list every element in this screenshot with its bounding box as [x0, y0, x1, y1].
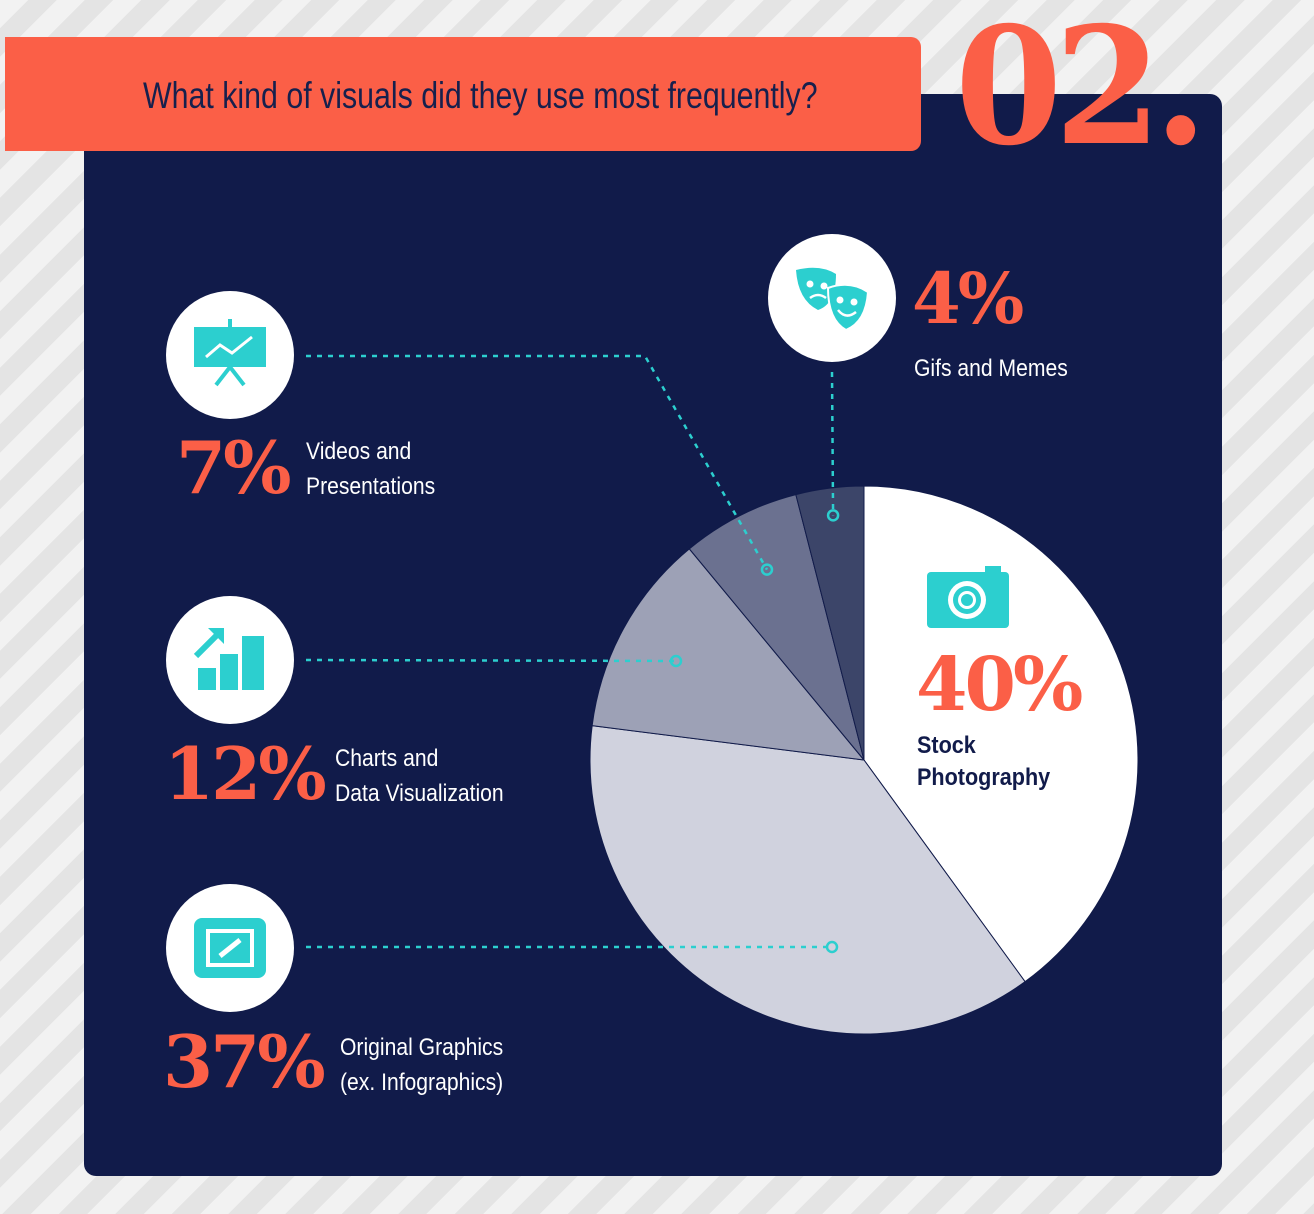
- pct-videos-presentations: 7%: [176, 425, 292, 510]
- label-line: Gifs and Memes: [914, 355, 1068, 382]
- question-banner: What kind of visuals did they use most f…: [5, 37, 921, 151]
- label-original-graphics: Original Graphics (ex. Infographics): [340, 1030, 503, 1100]
- leader-anchor-dot: [825, 940, 839, 954]
- label-line: Original Graphics: [340, 1034, 504, 1061]
- leader-line: [305, 658, 677, 663]
- label-line: (ex. Infographics): [340, 1069, 504, 1096]
- camera-icon: [927, 566, 1009, 628]
- pie-slice-original-graphics-ex-infographics: [589, 725, 1026, 1035]
- pct-charts-dataviz: 12%: [164, 731, 327, 816]
- icon-circles: [166, 234, 1009, 1012]
- presentation-board-icon: [166, 291, 294, 419]
- label-line: Presentations: [306, 473, 436, 500]
- pie-slice-videos-and-presentations: [688, 493, 865, 761]
- pct-original-graphics: 37%: [163, 1019, 326, 1104]
- leader-anchor-dot: [760, 563, 774, 576]
- theater-masks-icon: [768, 234, 896, 362]
- label-videos-presentations: Videos and Presentations: [306, 434, 435, 504]
- pie-slice-charts-and-data-visualization: [591, 548, 866, 761]
- pie-slices: [589, 485, 1139, 1035]
- label-line: Videos and: [306, 438, 412, 465]
- label-line: Charts and: [335, 745, 439, 772]
- banner-title: What kind of visuals did they use most f…: [143, 75, 818, 116]
- label-line: Stock: [917, 732, 976, 759]
- label-charts-dataviz: Charts and Data Visualization: [335, 741, 504, 811]
- pct-stock-photography: 40%: [916, 642, 1083, 728]
- pie-slice-gifs-and-memes: [795, 485, 865, 761]
- leader-line: [306, 354, 769, 571]
- step-number: 02.: [955, 0, 1208, 182]
- label-line: Data Visualization: [335, 780, 504, 807]
- leader-lines: [305, 354, 840, 954]
- label-line: Photography: [917, 764, 1051, 791]
- leader-anchor-dot: [826, 509, 840, 522]
- leader-anchor-dot: [669, 654, 683, 668]
- label-stock-photography: Stock Photography: [917, 728, 1050, 795]
- pct-gifs-memes: 4%: [912, 257, 1024, 340]
- picture-frame-icon: [166, 884, 294, 1012]
- growth-chart-icon: [166, 596, 294, 724]
- label-gifs-memes: Gifs and Memes: [914, 351, 1068, 386]
- leader-line: [830, 371, 835, 516]
